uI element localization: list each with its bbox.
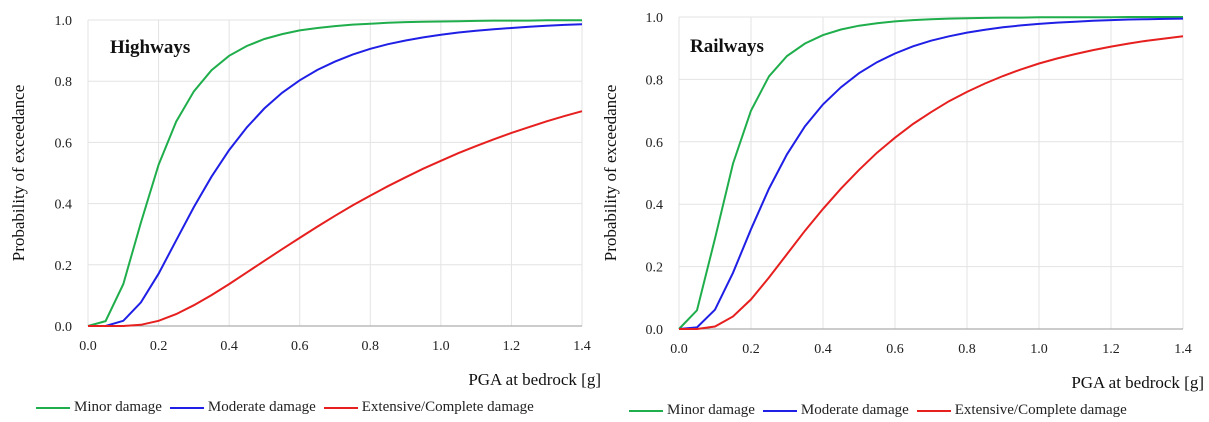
legend-swatch-minor-damage [36,406,70,409]
y-tick-label: 0.8 [646,73,664,88]
x-tick-label: 0.2 [150,339,168,354]
x-tick-label: 1.2 [503,339,521,354]
x-tick-label: 1.0 [432,339,450,354]
x-tick-label: 0.2 [742,342,760,357]
highways-chart: 0.0 0.2 0.4 0.6 0.8 1.0 1.2 1.4 0.0 0.2 0.4 0.6 0.8 1… [9,14,601,389]
legend-item-extensive-complete-damage: Extensive/Complete damage [916,402,1127,419]
x-tick-label: 0.0 [79,339,97,354]
series-line-moderate-damage [678,17,1184,330]
y-tick-label: 0.2 [646,261,664,276]
legend-swatch-minor-damage [629,409,663,412]
y-tick-label: 0.0 [646,323,664,338]
legend-label-minor-damage: Minor damage [667,402,755,418]
x-tick-label: 0.0 [670,342,688,357]
x-tick-label: 1.4 [573,339,591,354]
legend-swatch-moderate-damage [762,409,797,412]
x-tick-label: 1.2 [1102,342,1120,357]
gridlines [87,19,583,327]
series-line-minor-damage [87,19,582,327]
highways-legend: Minor damage Moderate damage Extensive/C… [36,399,542,416]
railways-chart: 0.0 0.2 0.4 0.6 0.8 1.0 1.2 1.4 0.0 0.2 0.4 0.6 0.8 1… [601,11,1204,392]
y-axis-title: Probability of exceedance [9,85,28,262]
y-axis-title: Probability of exceedance [601,85,620,262]
y-tick-label: 0.8 [55,75,73,90]
y-tick-label: 0.4 [646,198,664,213]
y-tick-label: 0.0 [55,320,73,335]
x-axis-title: PGA at bedrock [g] [468,370,601,389]
gridlines [678,16,1184,330]
x-tick-label: 0.8 [362,339,380,354]
legend-label-extensive-complete-damage: Extensive/Complete damage [361,399,534,415]
highways-chart-panel: 0.0 0.2 0.4 0.6 0.8 1.0 1.2 1.4 0.0 0.2 0.4 0.6 0.8 1… [0,0,601,422]
x-tick-label: 1.0 [1030,342,1048,357]
x-tick-label: 0.4 [814,342,832,357]
series-line-extensive-complete-damage [88,110,583,327]
x-tick-label: 0.4 [220,339,238,354]
chart-title: Railways [690,36,764,57]
y-tick-label: 0.6 [55,136,73,151]
y-tick-label: 0.2 [55,259,73,274]
y-tick-label: 1.0 [646,11,664,26]
legend-item-minor-damage: Minor damage [629,402,755,419]
series-line-moderate-damage [88,23,583,327]
legend-label-minor-damage: Minor damage [74,399,162,415]
series-line-minor-damage [678,16,1183,330]
railways-chart-panel: 0.0 0.2 0.4 0.6 0.8 1.0 1.2 1.4 0.0 0.2 0.4 0.6 0.8 1… [600,0,1209,422]
legend-label-moderate-damage: Moderate damage [800,402,909,418]
legend-label-extensive-complete-damage: Extensive/Complete damage [954,402,1127,418]
x-tick-label: 0.8 [958,342,976,357]
y-tick-label: 1.0 [55,14,73,29]
series-line-extensive-complete-damage [679,35,1184,330]
y-tick-label: 0.6 [646,136,664,151]
chart-title: Highways [110,37,190,58]
y-tick-label: 0.4 [55,198,73,213]
legend-swatch-extensive-complete-damage [323,406,358,409]
legend-label-moderate-damage: Moderate damage [207,399,316,415]
legend-item-minor-damage: Minor damage [36,399,162,416]
legend-item-moderate-damage: Moderate damage [169,399,316,416]
railways-legend: Minor damage Moderate damage Extensive/C… [629,402,1135,419]
legend-swatch-extensive-complete-damage [916,409,951,412]
legend-swatch-moderate-damage [169,406,204,409]
x-tick-label: 1.4 [1174,342,1192,357]
x-tick-label: 0.6 [886,342,904,357]
x-axis-title: PGA at bedrock [g] [1071,373,1204,392]
x-tick-label: 0.6 [291,339,309,354]
legend-item-moderate-damage: Moderate damage [762,402,909,419]
legend-item-extensive-complete-damage: Extensive/Complete damage [323,399,534,416]
